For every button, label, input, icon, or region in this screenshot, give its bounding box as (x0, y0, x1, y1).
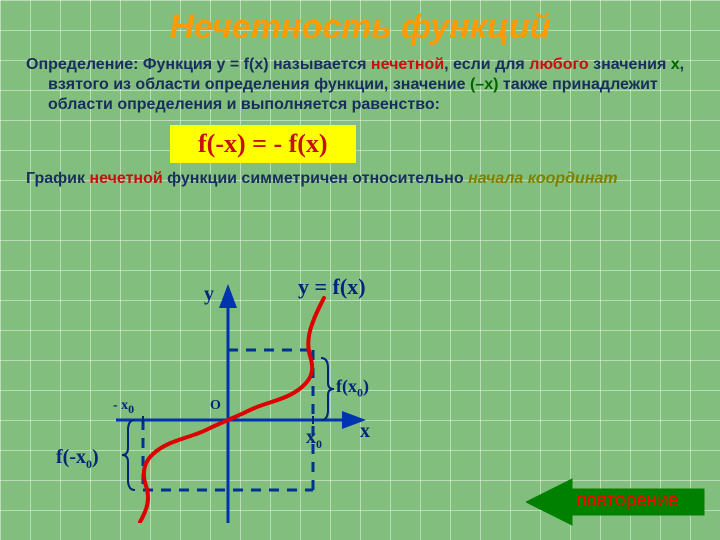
def-red1: нечетной (371, 56, 444, 73)
p2-t2: функции симметричен относительно (163, 170, 468, 187)
def-red2: любого (529, 56, 589, 73)
definition-paragraph: Определение: Функция у = f(х) называется… (20, 55, 700, 115)
repeat-label: повторение (576, 490, 678, 512)
symmetry-paragraph: График нечетной функции симметричен отно… (20, 169, 700, 189)
slide-content: Нечетность функций Определение: Функция … (0, 0, 720, 540)
brace-fx0 (321, 358, 334, 420)
def-negx: (–х) (470, 76, 498, 93)
label-curve: у = f(x) (298, 274, 366, 300)
label-origin: О (210, 398, 221, 414)
def-x: х (671, 56, 680, 73)
p2-olive: начала координат (468, 170, 618, 187)
p2-t1: График (26, 170, 89, 187)
label-y-axis: у (204, 283, 214, 306)
label-fnegx0: f(-x0) (56, 446, 99, 472)
label-neg-x0: - х0 (113, 398, 134, 417)
def-t2: , если для (444, 56, 529, 73)
def-t3: значения (589, 56, 671, 73)
repeat-button[interactable]: повторение (526, 478, 706, 526)
p2-red: нечетной (89, 170, 162, 187)
brace-fnegx0 (122, 420, 135, 490)
def-lead: Определение: (26, 56, 138, 73)
formula-box: f(-x) = - f(x) (170, 125, 356, 163)
def-t1: Функция у = f(х) называется (138, 56, 370, 73)
slide-title: Нечетность функций (20, 8, 700, 47)
label-fx0: f(x0) (336, 376, 369, 401)
function-curve (140, 298, 324, 522)
label-x0: х0 (306, 426, 322, 452)
chart: у х О х0 - х0 f(x0) f(-x0) у = f(x) (88, 278, 408, 523)
label-x-axis: х (360, 420, 370, 443)
